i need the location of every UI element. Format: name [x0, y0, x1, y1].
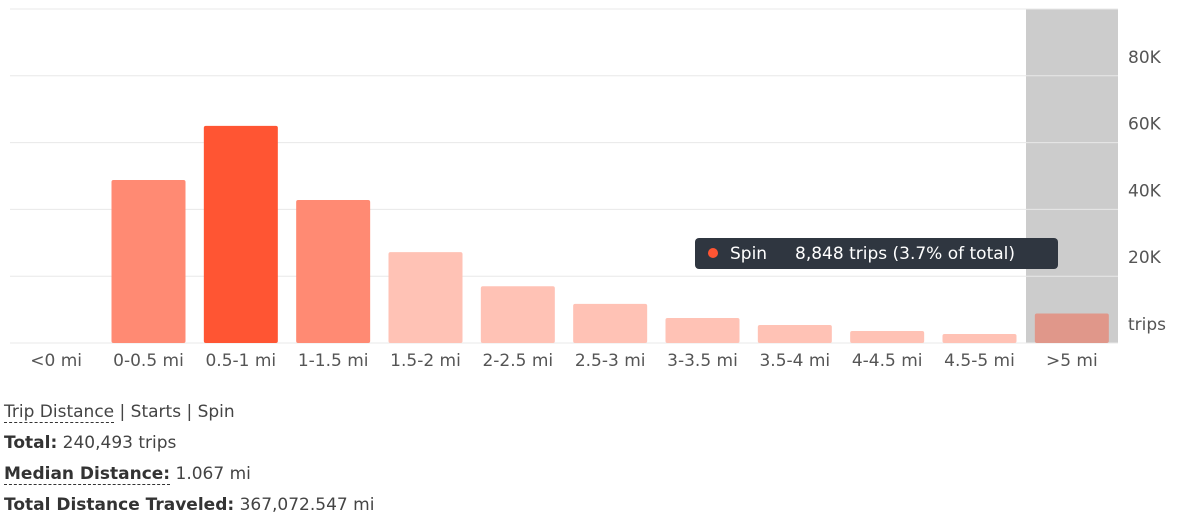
x-tick-label: 4.5-5 mi: [944, 351, 1015, 371]
y-tick-label: 20K: [1128, 248, 1162, 268]
footer-title[interactable]: Trip Distance: [4, 402, 115, 423]
stat-label: Total:: [4, 433, 58, 453]
stat-label[interactable]: Median Distance:: [4, 464, 171, 485]
stat-value: 367,072.547 mi: [239, 495, 375, 515]
y-tick-label: 60K: [1128, 115, 1162, 135]
x-tick-label: 1-1.5 mi: [298, 351, 369, 371]
tooltip: Spin 8,848 trips (3.7% of total): [695, 238, 1058, 269]
tooltip-dot: [708, 248, 718, 258]
bar: [757, 324, 832, 343]
stat: Total Distance Traveled: 367,072.547 mi: [4, 495, 374, 515]
bar: [111, 180, 186, 343]
footer-title-row: Trip Distance | Starts | Spin: [4, 402, 235, 423]
x-tick-label: 4-4.5 mi: [852, 351, 923, 371]
bar: [1034, 313, 1109, 343]
hover-column: [1026, 9, 1118, 343]
tooltip-box: [695, 238, 1058, 269]
bar: [388, 252, 463, 343]
bar: [942, 333, 1017, 343]
y-tick-label: 40K: [1128, 181, 1162, 201]
x-tick-label: >5 mi: [1046, 351, 1098, 371]
stat: Total: 240,493 trips: [4, 433, 176, 453]
stat-value: 1.067 mi: [175, 464, 251, 484]
bar: [850, 330, 925, 343]
x-tick-label: 1.5-2 mi: [390, 351, 461, 371]
x-tick-label: 2-2.5 mi: [482, 351, 553, 371]
footer-filters: | Starts | Spin: [119, 402, 235, 422]
x-tick-label: 3-3.5 mi: [667, 351, 738, 371]
bar: [296, 200, 371, 343]
bar: [480, 286, 555, 343]
x-tick-label: 0.5-1 mi: [205, 351, 276, 371]
y-tick-label: 80K: [1128, 48, 1162, 68]
x-tick-label: <0 mi: [30, 351, 82, 371]
tooltip-text: 8,848 trips (3.7% of total): [795, 244, 1015, 264]
x-tick-label: 2.5-3 mi: [575, 351, 646, 371]
bar: [203, 125, 278, 344]
x-tick-label: 0-0.5 mi: [113, 351, 184, 371]
stat-value: 240,493 trips: [62, 433, 177, 453]
stat: Median Distance: 1.067 mi: [4, 464, 251, 485]
y-tick-label: trips: [1128, 315, 1166, 335]
bar: [573, 303, 648, 343]
chart: trips 20K 40K 60K 80K <0 mi 0-0.5 mi 0.5-1 mi 1-…: [10, 8, 1166, 371]
tooltip-series: Spin: [730, 244, 767, 264]
stat-label: Total Distance Traveled:: [4, 495, 235, 515]
x-tick-label: 3.5-4 mi: [759, 351, 830, 371]
bar: [665, 317, 740, 343]
